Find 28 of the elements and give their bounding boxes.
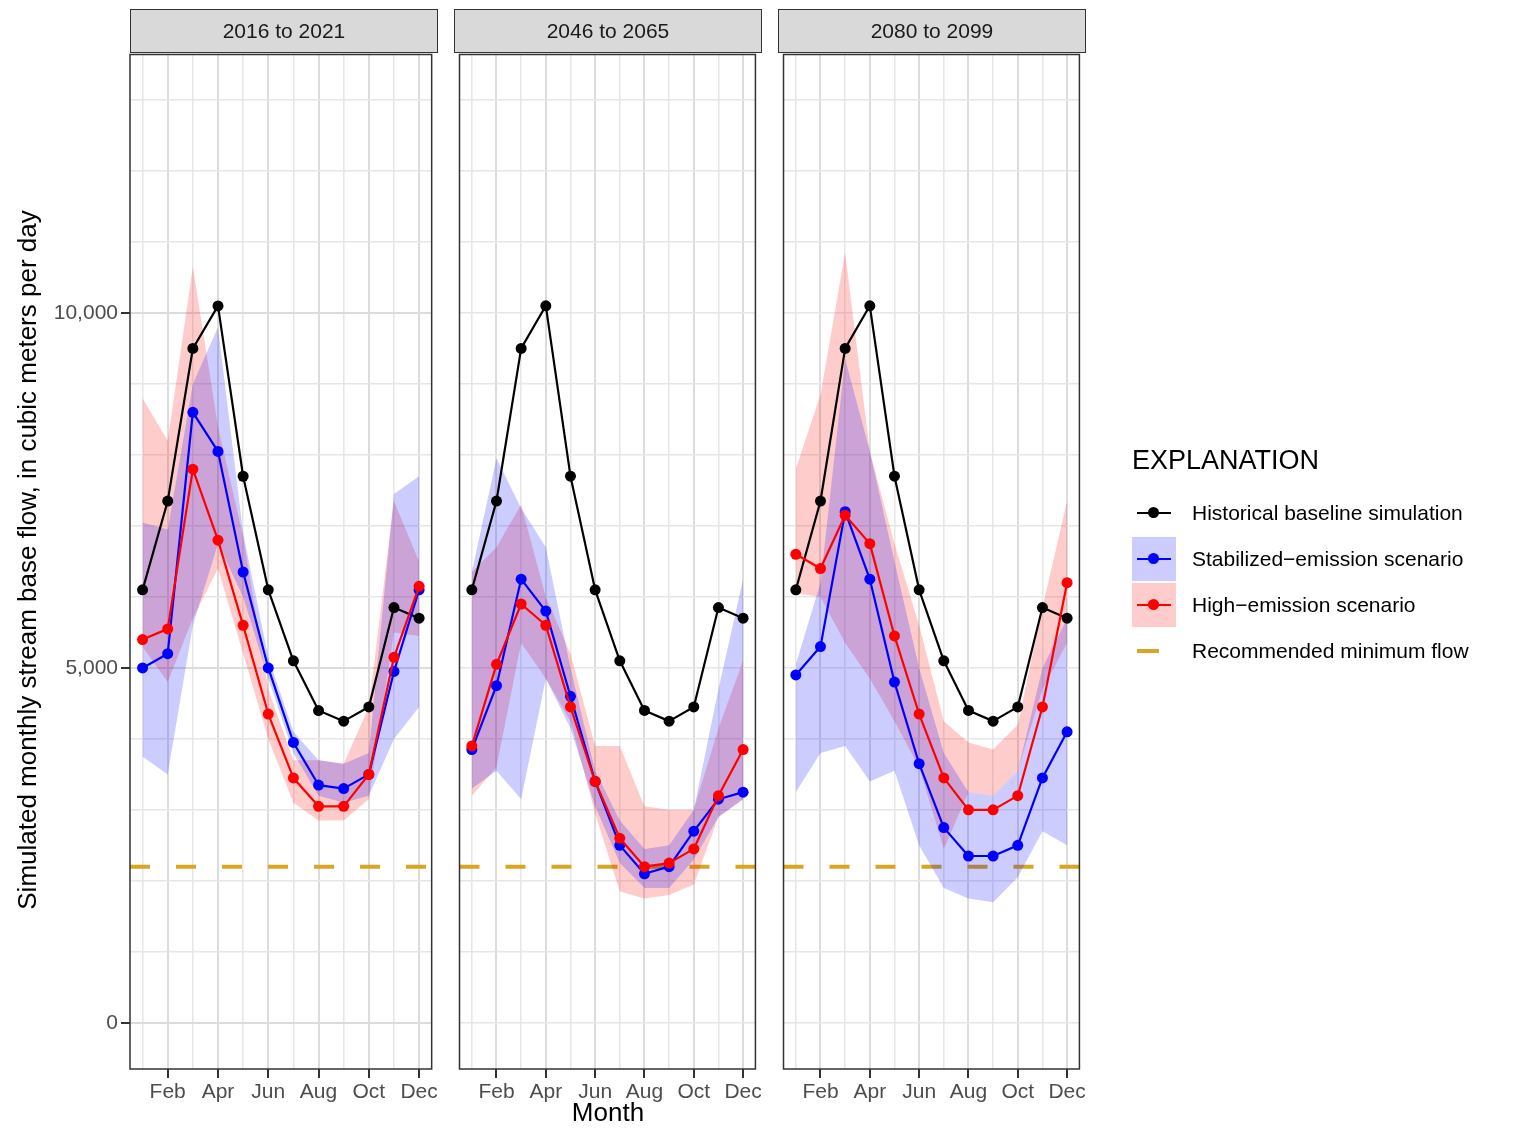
x-tick-label: Feb	[802, 1079, 839, 1103]
legend-label: High−emission scenario	[1192, 593, 1416, 617]
x-tick-label: Jun	[251, 1079, 286, 1103]
legend-title: EXPLANATION	[1132, 445, 1321, 476]
x-tick-label: Apr	[201, 1079, 235, 1103]
legend-label: Stabilized−emission scenario	[1192, 547, 1464, 571]
x-tick-label: Dec	[724, 1079, 762, 1103]
x-tick-label: Apr	[853, 1079, 887, 1103]
x-tick-label: Apr	[529, 1079, 563, 1103]
x-tick-label: Feb	[478, 1079, 515, 1103]
x-tick-label: Aug	[949, 1079, 988, 1103]
x-tick-label: Oct	[1001, 1079, 1035, 1103]
legend-label: Recommended minimum flow	[1192, 639, 1469, 663]
legend-label: Historical baseline simulation	[1192, 501, 1463, 525]
y-tick-label: 0	[106, 1009, 118, 1033]
chart-title: 2016 to 2021	[130, 9, 438, 53]
x-tick-label: Dec	[1048, 1079, 1086, 1103]
x-tick-label: Oct	[352, 1079, 386, 1103]
x-tick-label: Dec	[400, 1079, 438, 1103]
y-axis-title: Simulated monthly stream base flow, in cubic meters per day	[11, 210, 43, 910]
x-tick-label: Jun	[902, 1079, 937, 1103]
y-tick-label: 5,000	[65, 654, 118, 678]
x-tick-label: Feb	[149, 1079, 186, 1103]
chart-title: 2046 to 2065	[454, 9, 762, 53]
x-tick-label: Oct	[677, 1079, 711, 1103]
y-tick-label: 10,000	[53, 299, 118, 323]
x-tick-label: Aug	[299, 1079, 338, 1103]
chart-title: 2080 to 2099	[778, 9, 1086, 53]
